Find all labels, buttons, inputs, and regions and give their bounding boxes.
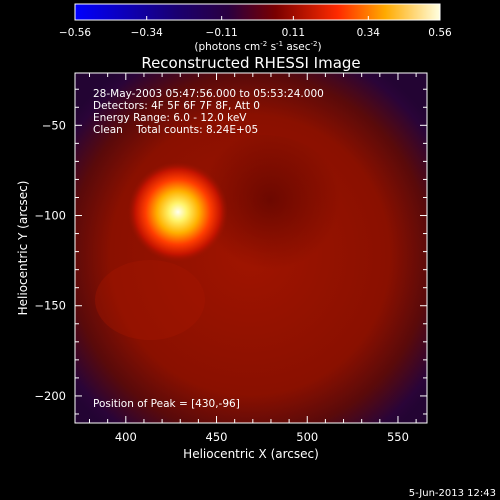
y-axis-label: Heliocentric Y (arcsec) [16,181,30,316]
y-axis: −50 −100 −150 −200 [34,88,427,415]
y-tick-label: −100 [34,209,66,223]
colorbar-tick-label: 0.56 [428,27,452,39]
y-tick-label: −150 [34,299,66,313]
colorbar-tick-label: 0.34 [357,27,381,39]
annotation-detectors: Detectors: 4F 5F 6F 7F 8F, Att 0 [93,100,260,112]
x-axis-label: Heliocentric X (arcsec) [183,447,319,461]
heatmap-image [75,73,427,423]
colorbar [74,3,441,21]
y-tick-label: −200 [34,389,66,403]
annotation-block: 28-May-2003 05:47:56.000 to 05:53:24.000… [93,88,324,136]
colorbar-tick-label: −0.11 [206,27,238,39]
annotation-energy-range: Energy Range: 6.0 - 12.0 keV [93,112,247,124]
colorbar-unit: (photons cm-2 s-1 asec-2) [194,40,321,53]
colorbar-tick-label: −0.56 [59,27,91,39]
colorbar-ticks: −0.56 −0.34 −0.11 0.11 0.34 0.56 [59,16,452,39]
x-tick-label: 450 [206,430,228,444]
annotation-clean-counts: Clean Total counts: 8.24E+05 [93,124,258,136]
x-tick-label: 500 [296,430,318,444]
colorbar-tick-label: −0.34 [131,27,163,39]
annotation-peak-position: Position of Peak = [430,-96] [93,398,240,410]
chart-title: Reconstructed RHESSI Image [141,54,360,72]
annotation-time-range: 28-May-2003 05:47:56.000 to 05:53:24.000 [93,88,324,100]
timestamp: 5-Jun-2013 12:43 [409,488,496,499]
y-tick-label: −50 [42,118,66,132]
x-tick-label: 550 [387,430,409,444]
x-axis: 400 450 500 550 [89,73,417,444]
x-tick-label: 400 [115,430,137,444]
colorbar-tick-label: 0.11 [282,27,305,39]
plot-frame [74,72,428,424]
